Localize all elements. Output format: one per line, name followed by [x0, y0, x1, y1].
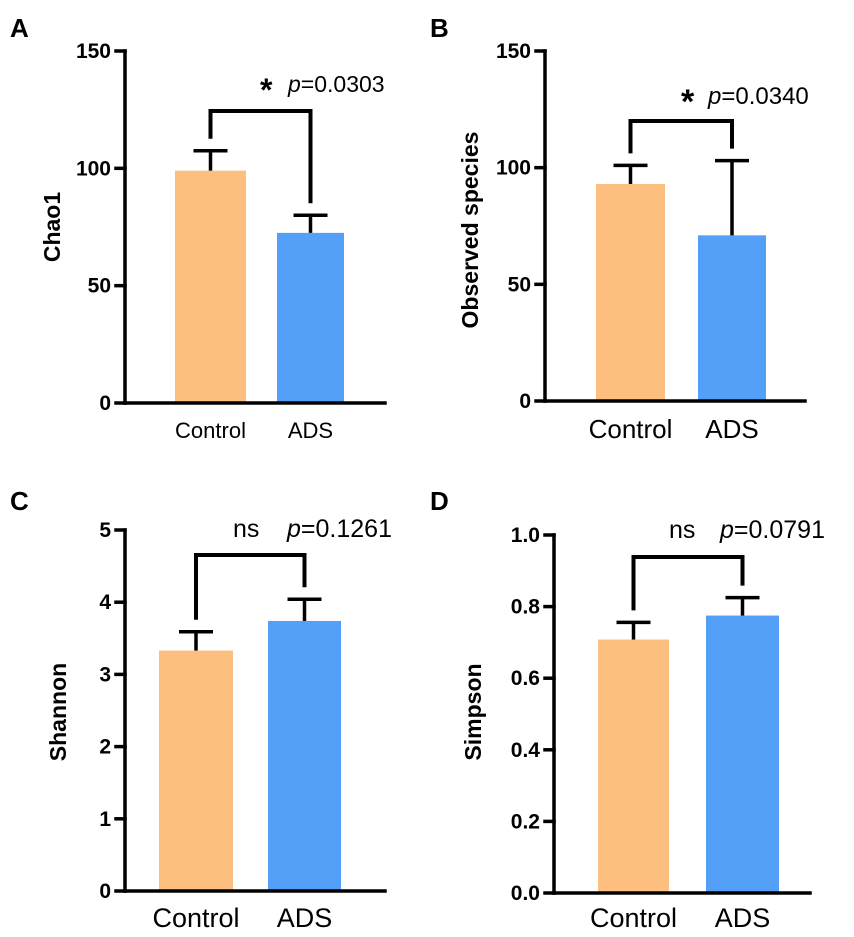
p-value-label: p=0.0791 [719, 516, 825, 544]
y-axis-title: Observed species [457, 132, 483, 329]
p-symbol: p [707, 83, 721, 110]
p-symbol: p [719, 516, 734, 544]
x-category-label: Control [175, 418, 246, 443]
y-tick-label: 150 [496, 40, 531, 63]
y-tick-label: 1.0 [511, 524, 540, 547]
y-tick-label: 0.0 [511, 882, 540, 905]
p-value: =0.1261 [301, 515, 392, 543]
significance-mark: ns [233, 515, 259, 543]
bar-control [598, 639, 669, 893]
bar-control [596, 184, 665, 401]
p-symbol: p [286, 515, 301, 543]
significance-mark: ns [669, 516, 695, 544]
y-tick-label: 0.8 [511, 596, 541, 619]
panel-letter: A [10, 13, 29, 43]
significance-bracket [631, 555, 745, 611]
y-tick-label: 0.4 [511, 739, 541, 762]
significance-mark: * [260, 72, 273, 108]
p-value: =0.0303 [301, 71, 385, 97]
x-category-label: ADS [277, 903, 333, 933]
bar-ads [268, 620, 341, 891]
y-tick-label: 0 [519, 390, 531, 413]
x-category-label: Control [590, 903, 677, 933]
y-tick-label: 150 [76, 40, 111, 63]
x-category-label: ADS [288, 418, 333, 443]
y-axis-title: Chao1 [39, 192, 65, 263]
panel-b: B 0 50 100 150 Control ADS Observed species * p=0… [430, 13, 809, 444]
y-tick-label: 0.6 [511, 667, 540, 690]
bar-ads [698, 235, 766, 401]
x-category-label: ADS [715, 903, 771, 933]
x-category-label: Control [152, 903, 239, 933]
x-category-label: Control [589, 414, 673, 444]
p-value-label: p=0.0303 [287, 71, 385, 97]
y-tick-label: 0 [99, 880, 111, 903]
x-category-label: ADS [705, 414, 758, 444]
bar-control [175, 170, 246, 403]
y-tick-label: 0 [99, 392, 111, 415]
y-tick-label: 0.2 [511, 810, 540, 833]
significance-bracket [628, 119, 734, 154]
bar-ads [277, 232, 344, 403]
p-value: =0.0791 [734, 516, 825, 544]
significance-mark: * [681, 83, 695, 121]
p-value-label: p=0.1261 [286, 515, 392, 543]
y-tick-label: 1 [99, 808, 111, 831]
panel-letter: C [10, 486, 29, 516]
y-tick-label: 50 [88, 275, 111, 298]
y-tick-label: 100 [76, 157, 111, 180]
panel-a: A 0 50 100 150 Control ADS Chao1 * p=0.0303 [10, 13, 387, 443]
bar-control [159, 650, 233, 891]
y-tick-label: 3 [99, 663, 111, 686]
y-axis-title: Shannon [45, 663, 71, 761]
y-tick-label: 5 [99, 519, 111, 542]
p-symbol: p [287, 71, 301, 97]
y-tick-label: 100 [496, 157, 531, 180]
panel-letter: D [430, 486, 449, 516]
panel-letter: B [430, 13, 449, 43]
bar-ads [706, 615, 779, 893]
significance-bracket [208, 109, 313, 204]
y-axis-title: Simpson [460, 663, 486, 760]
y-tick-label: 50 [508, 273, 531, 296]
p-value-label: p=0.0340 [707, 83, 809, 110]
y-tick-label: 2 [99, 736, 111, 759]
y-tick-label: 4 [99, 591, 111, 614]
p-value: =0.0340 [721, 83, 808, 110]
significance-bracket [194, 553, 307, 620]
